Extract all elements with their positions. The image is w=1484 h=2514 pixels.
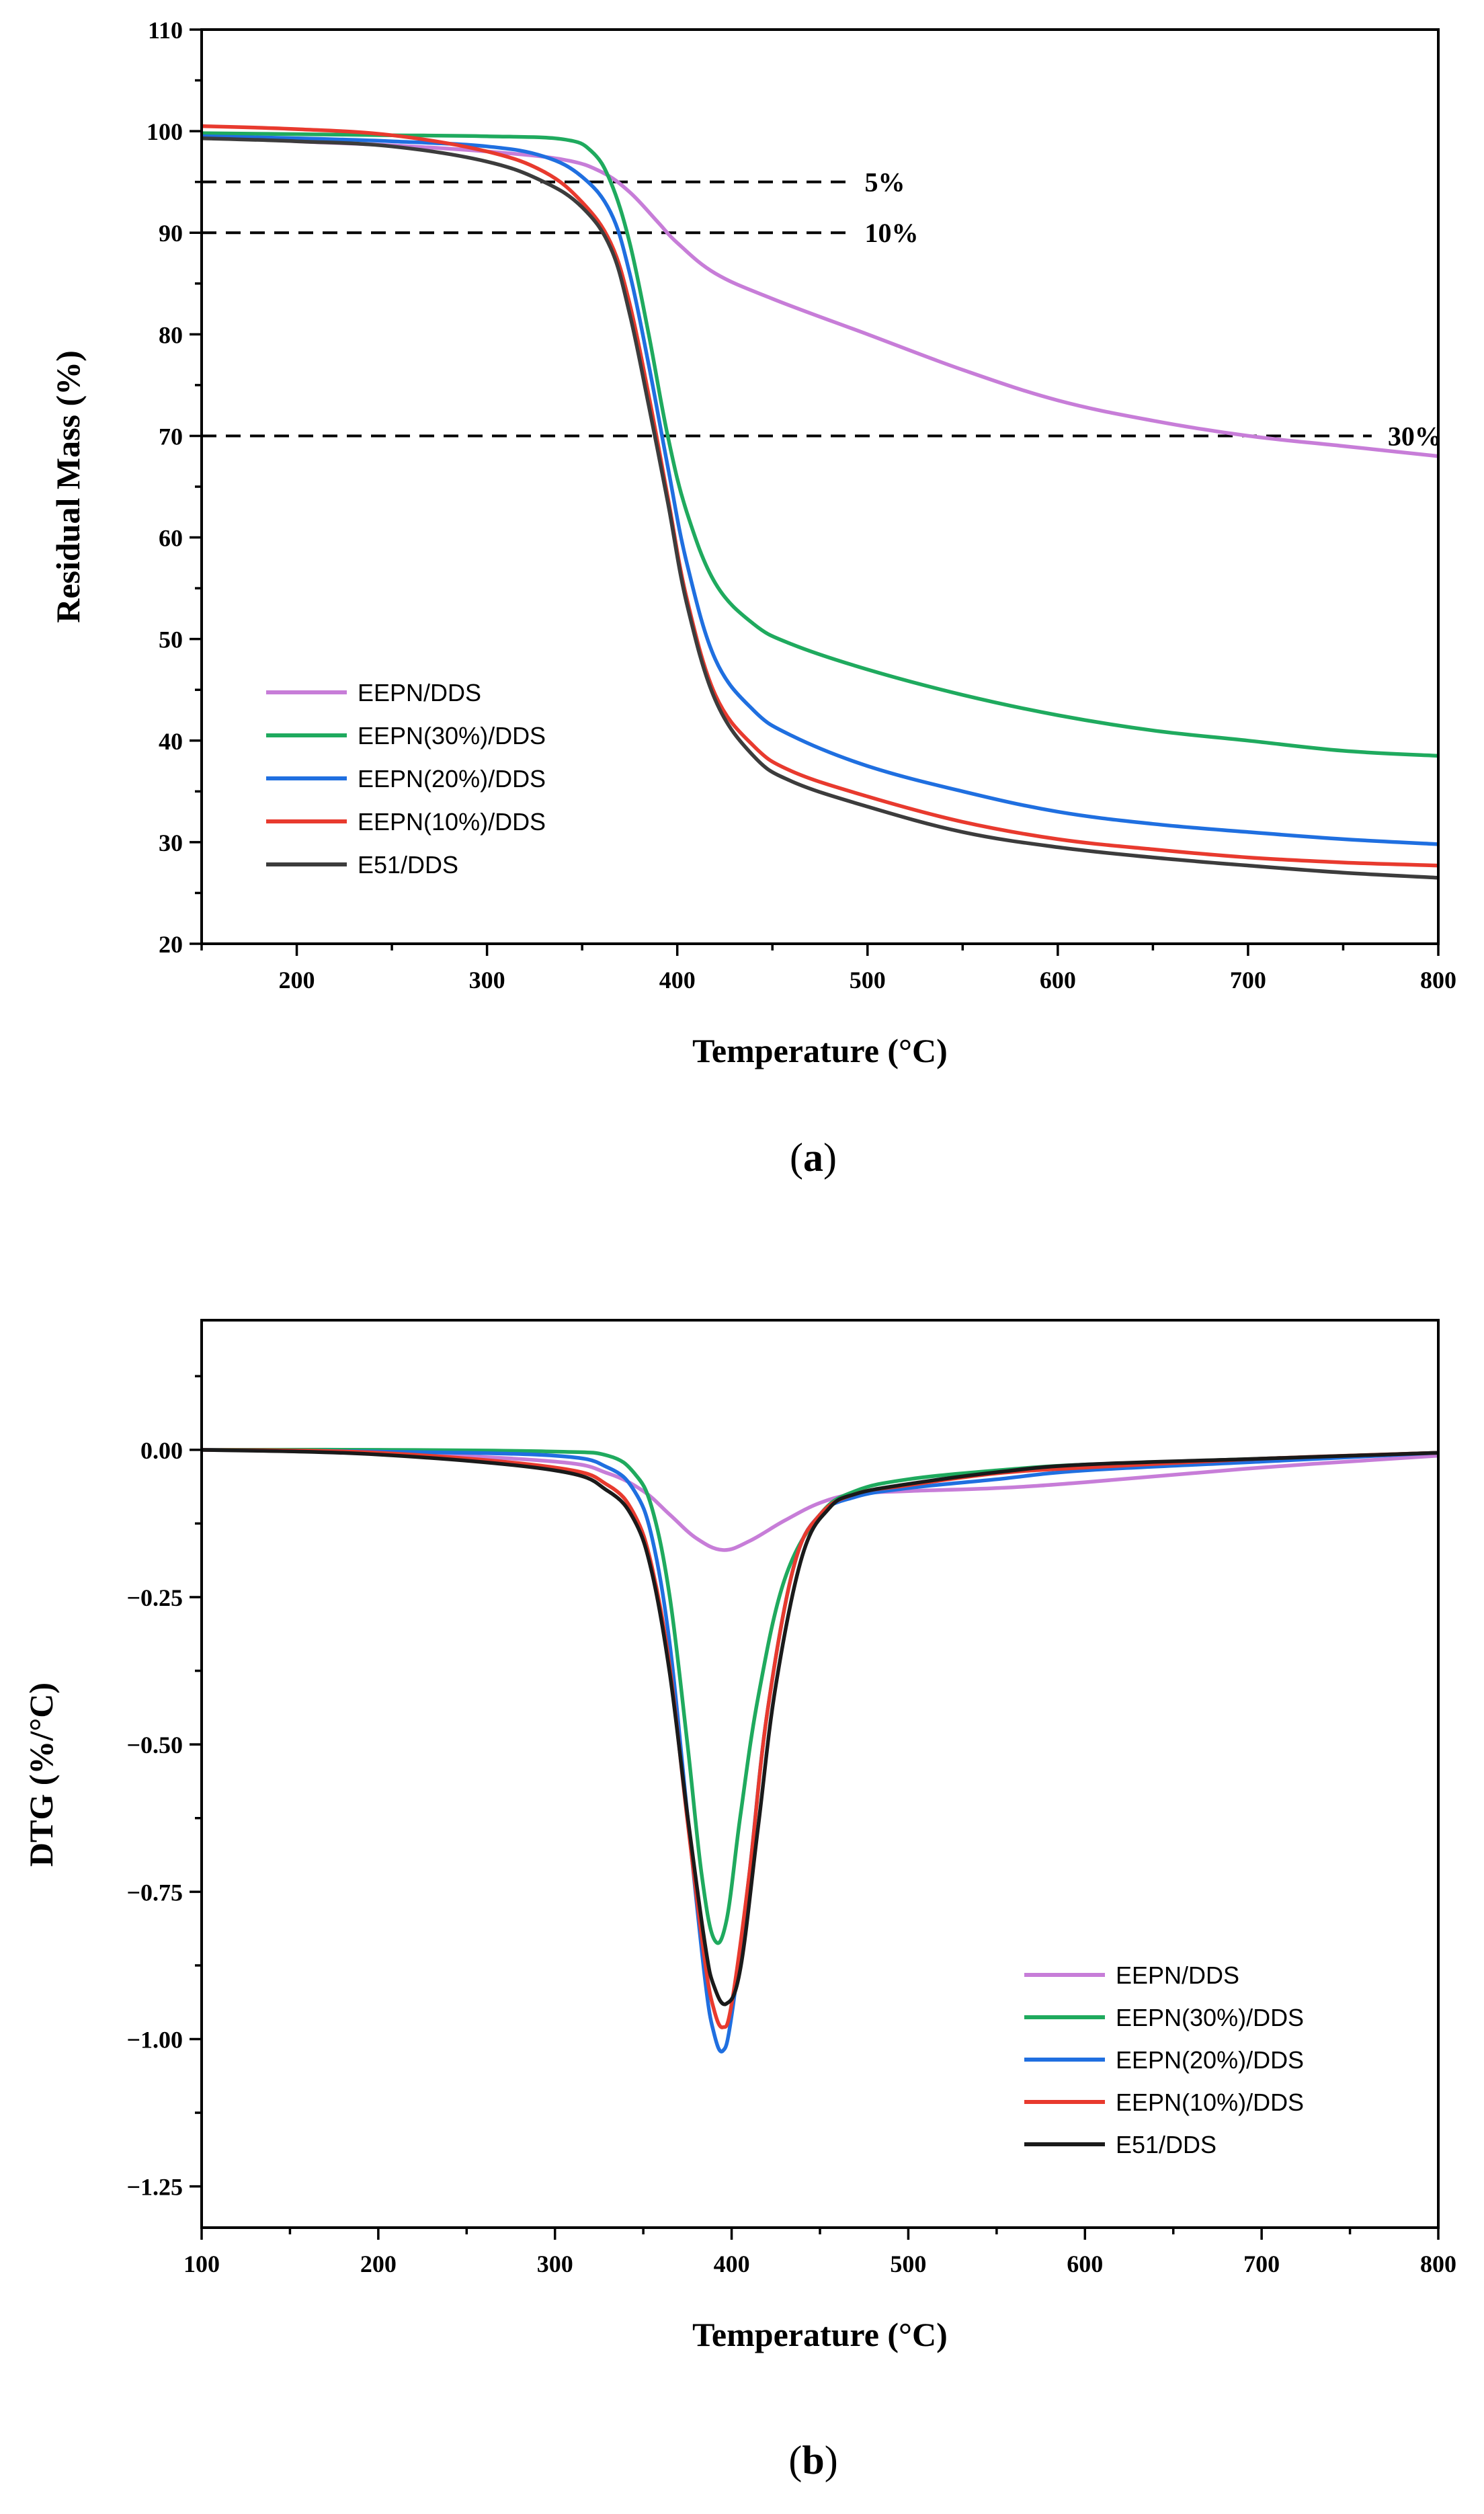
legend-entry-label: EEPN(20%)/DDS [1116,2046,1304,2074]
x-tick-label: 600 [1067,2251,1103,2277]
legend-entry-label: EEPN/DDS [358,679,481,706]
series-lines [202,124,1438,880]
y-tick-label: −1.25 [126,2174,183,2201]
x-tick-label: 200 [360,2251,397,2277]
series-line-eepn-20-dds [202,134,1438,846]
panel-a-plot-frame [200,28,1440,945]
x-tick-label: 700 [1243,2251,1280,2277]
x-tick-label: 200 [279,967,315,994]
reference-line-label: 5% [864,167,905,198]
x-tick-label: 800 [1420,2251,1456,2277]
panel-b-legend: EEPN/DDS EEPN(30%)/DDS EEPN(20%)/DDS EEPN(1… [1024,1961,1304,2158]
panel-b-caption: (b) [788,2438,837,2482]
panel-a-tga-chart: 5% 10% 30% 200 300 400 500 600 700 800 20 30 40 50 60… [49,17,1456,1180]
panel-b-dtg-chart: 100 200 300 400 500 600 700 800 0.00 −0.25 −0.50 −0… [22,1319,1456,2482]
x-tick-label: 700 [1230,967,1266,994]
y-tick-label: 30 [159,829,183,856]
x-tick-label: 400 [659,967,696,994]
panel-a-legend: EEPN/DDS EEPN(30%)/DDS EEPN(20%)/DDS EEPN(1… [266,679,546,879]
panel-a-y-axis-label: Residual Mass (%) [49,350,87,623]
y-tick-label: 20 [159,931,183,958]
x-tick-label: 600 [1040,967,1076,994]
y-tick-label: 110 [148,17,183,44]
legend-entry-label: EEPN(10%)/DDS [358,808,546,836]
panel-a-x-axis-label: Temperature (°C) [692,1032,948,1069]
panel-a-plot-content: 5% 10% 30% [202,124,1442,880]
series-line-e51-dds [202,1448,1438,2006]
y-tick-label: 90 [159,220,183,247]
reference-line-label: 10% [864,218,918,248]
legend-entry-label: EEPN(10%)/DDS [1116,2089,1304,2116]
series-line-eepn-10-dds [202,1448,1438,2029]
panel-a-caption: (a) [790,1135,837,1180]
legend-entry-label: EEPN(30%)/DDS [358,722,546,749]
panel-b-plot-content [202,1447,1438,2054]
panel-a-ticks: 200 300 400 500 600 700 800 20 30 40 50 60 70 80 90 100… [147,17,1456,994]
panel-b-caption-letter: b [802,2438,824,2482]
x-tick-label: 400 [714,2251,750,2277]
y-tick-label: 80 [159,321,183,348]
y-tick-label: 60 [159,525,183,552]
x-tick-label: 100 [183,2251,220,2277]
series-line-eepn-30-dds [202,131,1438,758]
x-tick-label: 300 [537,2251,573,2277]
legend-entry-label: EEPN/DDS [1116,1961,1239,1989]
reference-line-label: 30% [1388,421,1442,451]
legend-entry-label: EEPN(30%)/DDS [1116,2004,1304,2031]
x-tick-label: 500 [890,2251,926,2277]
series-line-eepn-30-dds [202,1447,1438,1945]
panel-b-y-axis-label: DTG (%/°C) [22,1682,60,1867]
x-tick-label: 300 [469,967,505,994]
y-tick-label: −0.50 [126,1732,183,1758]
panel-a-caption-letter: a [803,1135,823,1180]
y-tick-label: 100 [147,118,183,145]
series-line-e51-dds [202,136,1438,880]
y-tick-label: 50 [159,626,183,653]
panel-b-ticks: 100 200 300 400 500 600 700 800 0.00 −0.25 −0.50 −0… [126,1375,1456,2277]
legend-entry-label: E51/DDS [358,851,458,879]
y-tick-label: −0.25 [126,1584,183,1611]
legend-entry-label: E51/DDS [1116,2131,1217,2158]
series-lines [202,1447,1438,2054]
y-tick-label: 0.00 [140,1437,183,1464]
legend-entry-label: EEPN(20%)/DDS [358,765,546,793]
y-tick-label: 40 [159,728,183,755]
y-tick-label: 70 [159,423,183,450]
x-tick-label: 800 [1420,967,1456,994]
series-line-eepn-dds [202,1448,1438,1552]
series-line-eepn-20-dds [202,1448,1438,2054]
series-line-eepn-dds [202,134,1438,458]
y-tick-label: −1.00 [126,2026,183,2053]
panel-b-x-axis-label: Temperature (°C) [692,2316,948,2353]
series-line-eepn-10-dds [202,124,1438,868]
y-tick-label: −0.75 [126,1879,183,1906]
x-tick-label: 500 [850,967,886,994]
